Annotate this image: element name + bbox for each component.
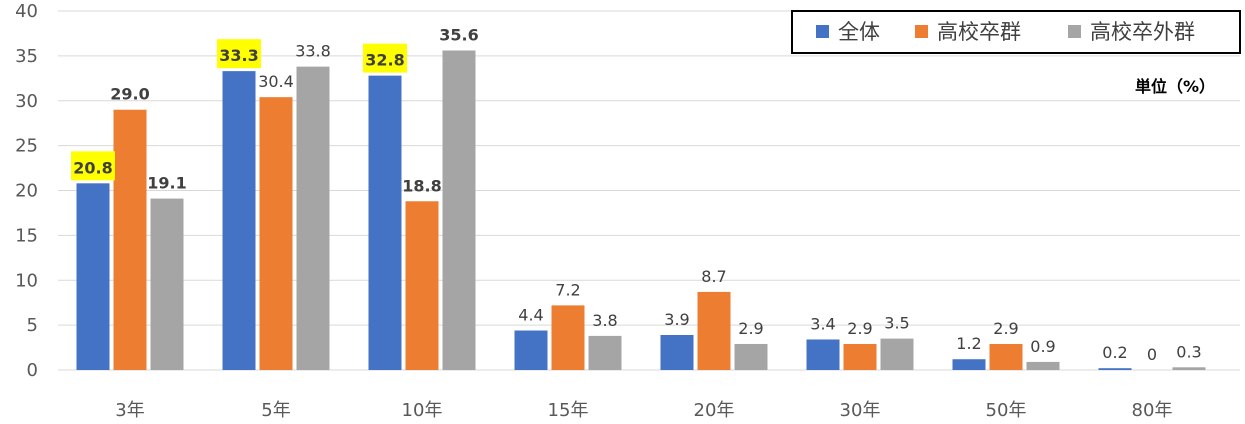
- data-label: 3.8: [592, 311, 617, 330]
- bar: [660, 334, 694, 370]
- x-tick-label: 5年: [261, 400, 290, 421]
- data-label: 33.8: [295, 42, 331, 61]
- x-tick-label: 15年: [548, 400, 589, 421]
- bar: [843, 343, 877, 370]
- bar: [76, 183, 110, 370]
- bar: [368, 75, 402, 371]
- bar: [222, 71, 256, 370]
- data-label: 2.9: [993, 319, 1018, 338]
- legend-swatch: [1068, 25, 1081, 38]
- y-tick-label: 20: [15, 181, 38, 202]
- x-tick-label: 30年: [840, 400, 881, 421]
- bars: [76, 50, 1206, 371]
- x-tick-label: 80年: [1132, 400, 1173, 421]
- y-tick-label: 10: [15, 270, 38, 291]
- bar: [514, 330, 548, 370]
- bar: [734, 343, 768, 370]
- y-tick-label: 15: [15, 225, 38, 246]
- data-label: 3.4: [810, 314, 835, 333]
- data-label: 29.0: [110, 85, 149, 104]
- data-label: 7.2: [555, 280, 580, 299]
- y-tick-label: 0: [27, 360, 38, 381]
- bar: [259, 97, 293, 370]
- y-tick-label: 35: [15, 46, 38, 67]
- bar: [296, 66, 330, 371]
- y-tick-label: 40: [15, 1, 38, 22]
- data-label: 18.8: [402, 176, 441, 195]
- label-highlight: [217, 39, 261, 69]
- y-tick-label: 25: [15, 136, 38, 157]
- x-axis-ticks: 3年 5年 10年 15年 20年 30年 50年 80年: [115, 400, 1172, 421]
- data-label: 1.2: [956, 334, 981, 353]
- bar: [952, 359, 986, 370]
- bar: [442, 50, 476, 371]
- x-tick-label: 3年: [115, 400, 144, 421]
- bar: [1172, 367, 1206, 370]
- y-tick-label: 30: [15, 91, 38, 112]
- bar: [880, 338, 914, 370]
- y-axis-ticks: 0 5 10 15 20 25 30 35 40: [15, 1, 38, 381]
- data-label: 33.3: [219, 46, 258, 65]
- bar: [551, 305, 585, 370]
- bar: [113, 109, 147, 370]
- bar: [989, 343, 1023, 370]
- data-label: 19.1: [147, 174, 186, 193]
- x-tick-label: 50年: [986, 400, 1027, 421]
- bar: [150, 198, 184, 370]
- data-label: 3.5: [884, 314, 909, 333]
- bar: [806, 339, 840, 370]
- legend-label: 高校卒群: [937, 20, 1021, 44]
- legend-label: 高校卒外群: [1090, 20, 1195, 44]
- data-label: 4.4: [518, 306, 543, 325]
- data-label: 0: [1147, 345, 1157, 364]
- data-label: 3.9: [664, 310, 689, 329]
- data-labels: 20.8 33.3 32.8 4.4 3.9 3.4 1.2 0.2 29.0 30.4 18.8 7…: [71, 25, 1202, 364]
- data-label: 0.9: [1030, 337, 1055, 356]
- x-tick-label: 10年: [402, 400, 443, 421]
- data-label: 35.6: [439, 25, 478, 44]
- data-label: 32.8: [365, 51, 404, 70]
- data-label: 0.3: [1176, 342, 1201, 361]
- data-label: 0.2: [1102, 343, 1127, 362]
- data-label: 20.8: [73, 158, 112, 177]
- bar: [405, 201, 439, 370]
- legend-label: 全体: [838, 20, 880, 44]
- bar: [1026, 361, 1060, 370]
- data-label: 2.9: [847, 319, 872, 338]
- label-highlight: [71, 151, 115, 181]
- legend-frame: [791, 10, 1241, 54]
- data-label: 30.4: [258, 72, 294, 91]
- unit-label: 単位（%）: [1135, 77, 1215, 96]
- data-label: 2.9: [738, 319, 763, 338]
- x-tick-label: 20年: [694, 400, 735, 421]
- bar: [588, 335, 622, 370]
- legend: 全体 高校卒群 高校卒外群: [791, 10, 1241, 54]
- data-label: 8.7: [701, 267, 726, 286]
- label-highlight: [363, 43, 407, 73]
- bar: [1098, 368, 1132, 370]
- bar: [697, 291, 731, 370]
- legend-swatch: [915, 25, 928, 38]
- legend-swatch: [816, 25, 829, 38]
- y-tick-label: 5: [27, 315, 38, 336]
